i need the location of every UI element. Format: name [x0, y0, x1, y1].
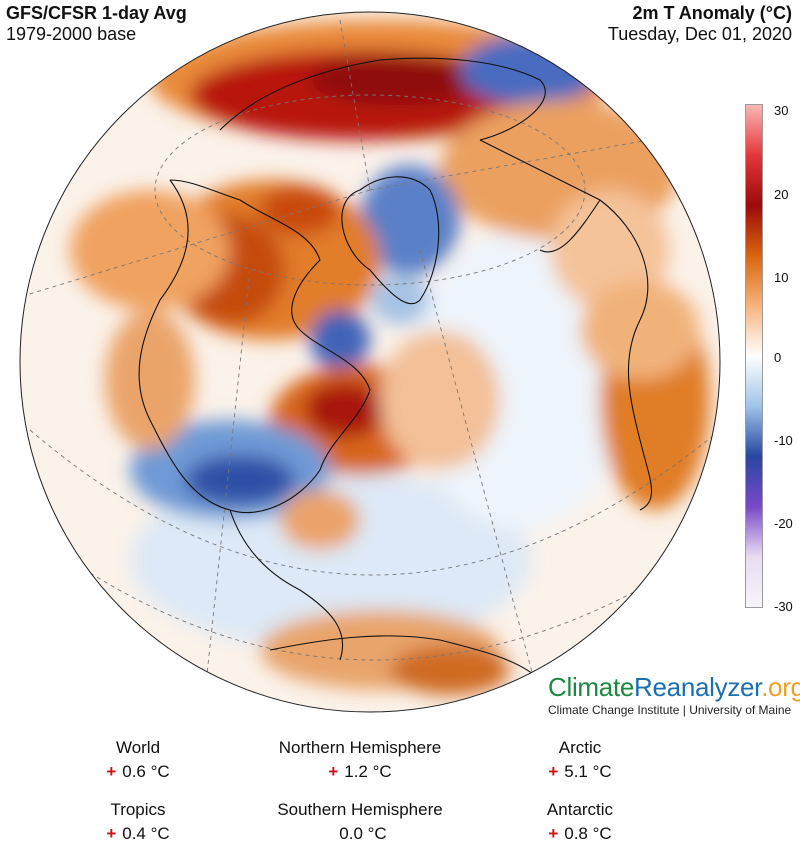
- stat-arctic: Arctic +5.1 °C: [450, 738, 710, 783]
- variable-title: 2m T Anomaly (°C): [632, 3, 792, 23]
- institution-tagline: Climate Change Institute | University of…: [548, 703, 792, 717]
- stat-value: 0.8 °C: [564, 824, 612, 843]
- stat-value: 0.4 °C: [122, 824, 170, 843]
- colorbar-tick-minus30: -30: [774, 599, 793, 614]
- positive-sign: +: [106, 824, 117, 843]
- globe-outline: [19, 11, 721, 713]
- stat-northern-hemisphere: Northern Hemisphere +1.2 °C: [230, 738, 490, 783]
- positive-sign: +: [106, 762, 117, 781]
- baseline-subtitle: 1979-2000 base: [6, 24, 137, 44]
- stat-label: World: [115, 738, 161, 757]
- stat-label: Northern Hemisphere: [278, 738, 442, 757]
- graticule-lines: [20, 19, 720, 712]
- stat-value: 5.1 °C: [564, 762, 612, 781]
- stat-value: 0.6 °C: [122, 762, 170, 781]
- stat-label: Southern Hemisphere: [277, 800, 443, 819]
- stat-value: 0.0 °C: [339, 824, 387, 843]
- colorbar: [745, 104, 763, 608]
- logo-org: .org: [761, 672, 800, 702]
- colorbar-tick-minus10: -10: [774, 433, 793, 448]
- stat-label: Antarctic: [546, 800, 614, 819]
- stat-tropics: Tropics +0.4 °C: [8, 800, 268, 845]
- logo-climate: Climate: [548, 672, 635, 702]
- colorbar-tick-0: 0: [774, 350, 782, 365]
- colorbar-tick-30: 30: [774, 103, 789, 118]
- positive-sign: +: [328, 762, 339, 781]
- colorbar-tick-10: 10: [774, 270, 789, 285]
- positive-sign: +: [548, 824, 559, 843]
- anomaly-globe-map: [19, 11, 721, 713]
- stat-world: World +0.6 °C: [8, 738, 268, 783]
- stat-label: Arctic: [558, 738, 602, 757]
- date-subtitle: Tuesday, Dec 01, 2020: [607, 24, 792, 44]
- colorbar-tick-20: 20: [774, 187, 789, 202]
- stat-southern-hemisphere: Southern Hemisphere 0.0 °C: [230, 800, 490, 845]
- stat-antarctic: Antarctic +0.8 °C: [450, 800, 710, 845]
- logo-reanalyzer: Reanalyzer: [634, 672, 762, 702]
- colorbar-tick-minus20: -20: [774, 516, 793, 531]
- stat-label: Tropics: [110, 800, 166, 819]
- anomaly-field: [70, 20, 710, 695]
- coastlines: [138, 57, 653, 681]
- product-title: GFS/CFSR 1-day Avg: [6, 3, 187, 23]
- stat-value: 1.2 °C: [344, 762, 392, 781]
- site-logo[interactable]: ClimateReanalyzer.org: [548, 672, 800, 703]
- positive-sign: +: [548, 762, 559, 781]
